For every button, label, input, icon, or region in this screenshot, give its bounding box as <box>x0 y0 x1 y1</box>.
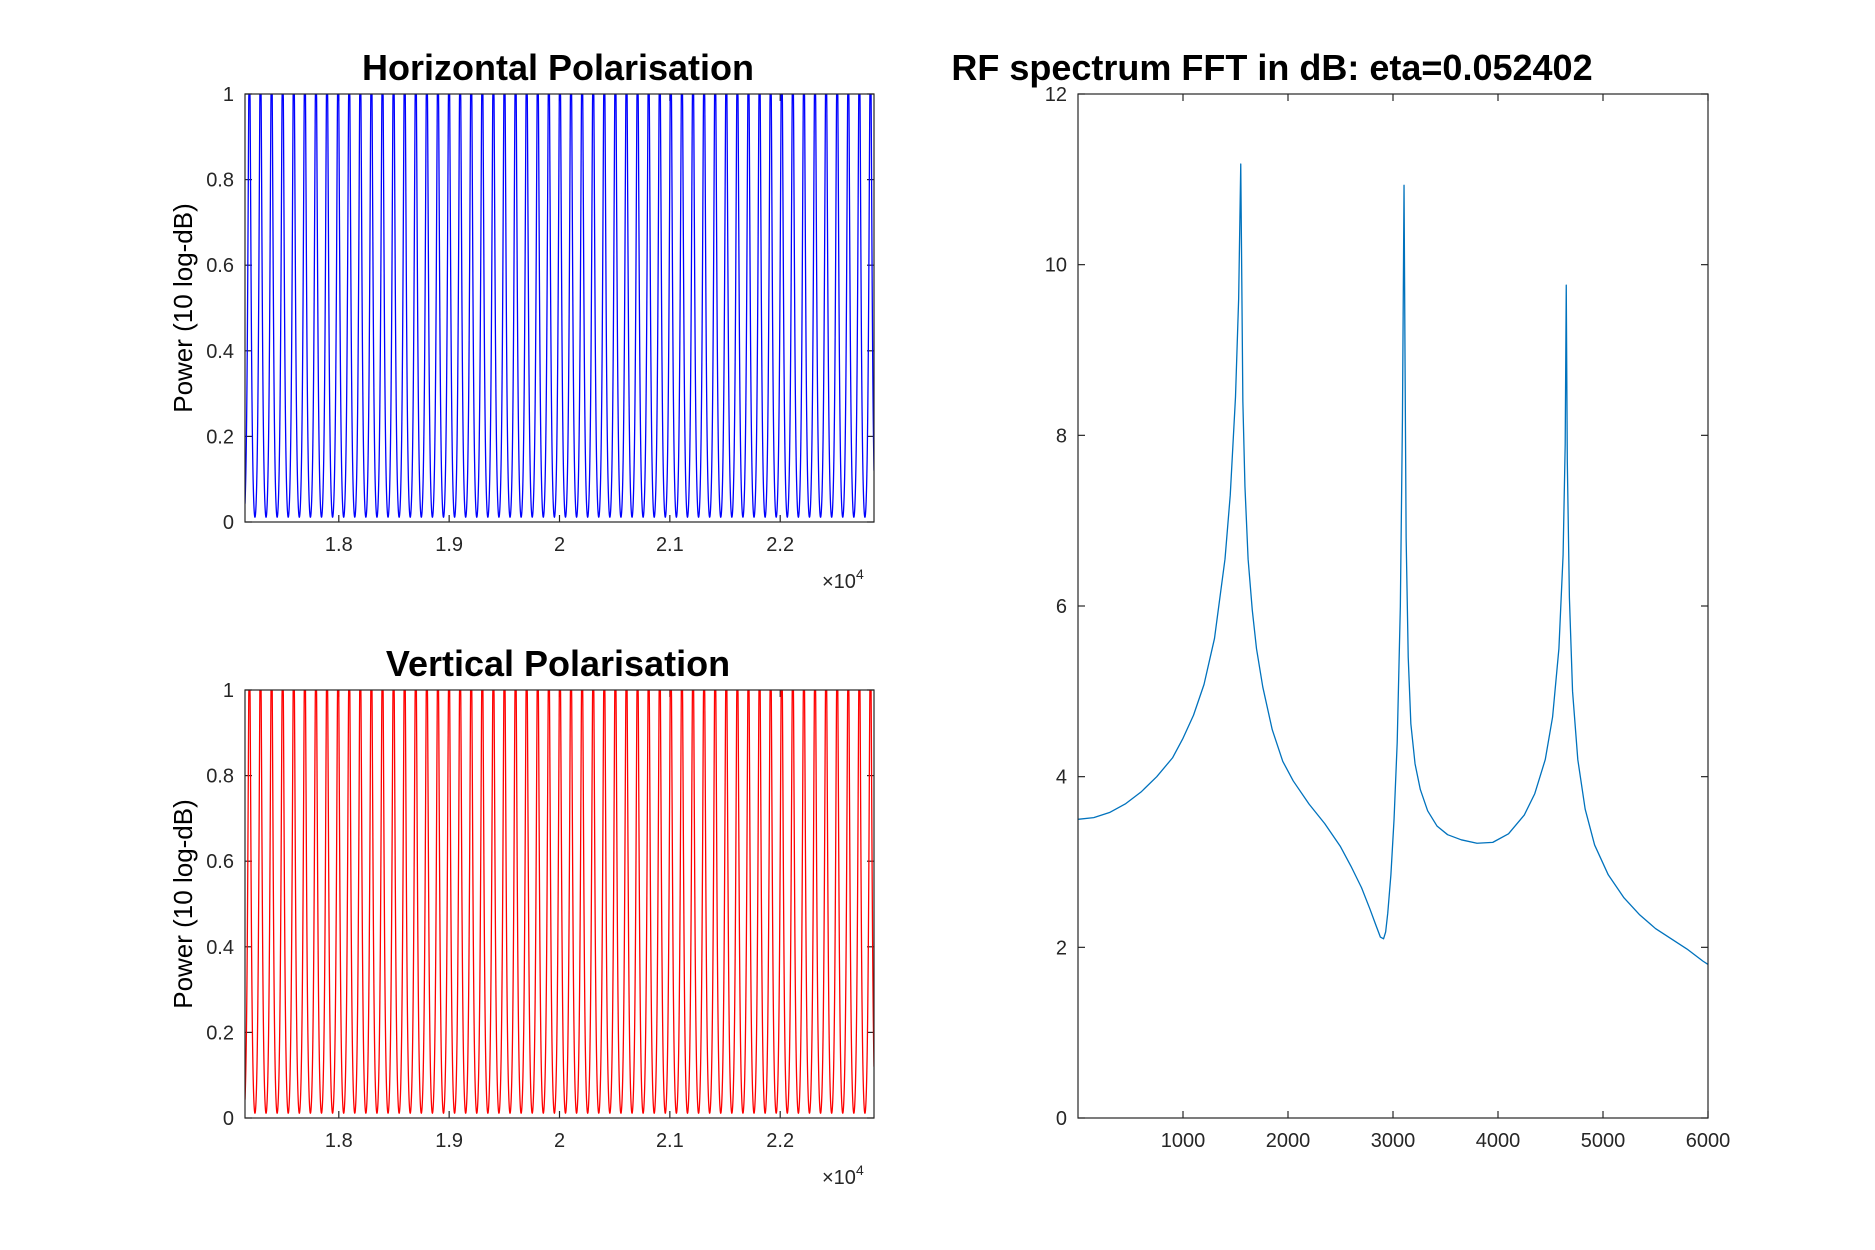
x-tick-label-horizontal: 2.2 <box>766 534 794 556</box>
chart-title-rf-spectrum: RF spectrum FFT in dB: eta=0.052402 <box>951 47 1592 88</box>
x-tick-label-rf-spectrum: 6000 <box>1686 1130 1731 1152</box>
y-axis-label-horizontal: Power (10 log-dB) <box>168 203 198 413</box>
chart-title-horizontal: Horizontal Polarisation <box>362 47 754 88</box>
y-tick-label-horizontal: 0.4 <box>206 341 234 363</box>
plot-area-vertical <box>245 690 874 1114</box>
x-tick-label-horizontal: 2.1 <box>656 534 684 556</box>
series-line-horizontal-0 <box>245 94 874 518</box>
x-tick-label-vertical: 1.8 <box>325 1130 353 1152</box>
x-exponent-power-horizontal: 4 <box>856 566 864 582</box>
x-exponent-base-vertical: ×10 <box>822 1167 856 1189</box>
y-tick-label-rf-spectrum: 12 <box>1045 84 1067 106</box>
y-tick-label-vertical: 0.8 <box>206 766 234 788</box>
y-tick-label-vertical: 1 <box>223 680 234 702</box>
x-tick-label-rf-spectrum: 3000 <box>1371 1130 1416 1152</box>
x-tick-label-vertical: 2 <box>554 1130 565 1152</box>
axis-ticks-rf-spectrum: 1000 2000 3000 4000 5000 6000 0 2 4 6 8 10 12 <box>1045 84 1731 1152</box>
y-tick-label-horizontal: 0.8 <box>206 170 234 192</box>
axes-box-rf-spectrum <box>1077 93 1709 1119</box>
x-tick-label-rf-spectrum: 2000 <box>1266 1130 1311 1152</box>
y-tick-label-rf-spectrum: 8 <box>1056 425 1067 447</box>
chart-title-vertical: Vertical Polarisation <box>386 643 730 684</box>
y-tick-label-vertical: 0.4 <box>206 937 234 959</box>
x-tick-label-vertical: 1.9 <box>435 1130 463 1152</box>
y-tick-label-rf-spectrum: 2 <box>1056 937 1067 959</box>
y-tick-label-horizontal: 0.6 <box>206 255 234 277</box>
axis-ticks-vertical: 1.8 1.9 2 2.1 2.2 0 0.2 0.4 0.6 0.8 1 <box>206 680 874 1152</box>
x-exponent-power-vertical: 4 <box>856 1162 864 1178</box>
x-tick-label-vertical: 2.2 <box>766 1130 794 1152</box>
y-tick-label-rf-spectrum: 10 <box>1045 255 1067 277</box>
y-tick-label-horizontal: 0 <box>223 512 234 534</box>
axes-box-vertical <box>244 689 875 1119</box>
subplot-vertical: Vertical Polarisation 1.8 1.9 2 2.1 2.2 0 0.2 0… <box>168 643 875 1189</box>
subplot-rf-spectrum: RF spectrum FFT in dB: eta=0.052402 1000… <box>951 47 1730 1152</box>
y-tick-label-rf-spectrum: 6 <box>1056 596 1067 618</box>
y-tick-label-rf-spectrum: 4 <box>1056 767 1067 789</box>
y-tick-label-vertical: 0.6 <box>206 851 234 873</box>
y-tick-label-vertical: 0 <box>223 1108 234 1130</box>
x-exponent-vertical: ×104 <box>822 1162 864 1189</box>
x-tick-label-vertical: 2.1 <box>656 1130 684 1152</box>
x-tick-label-horizontal: 2 <box>554 534 565 556</box>
series-line-vertical-0 <box>245 690 874 1114</box>
x-tick-label-horizontal: 1.9 <box>435 534 463 556</box>
axes-box-horizontal <box>244 93 875 523</box>
axis-ticks-horizontal: 1.8 1.9 2 2.1 2.2 0 0.2 0.4 0.6 0.8 1 <box>206 84 874 556</box>
y-tick-label-rf-spectrum: 0 <box>1056 1108 1067 1130</box>
plot-area-horizontal <box>245 94 874 518</box>
x-exponent-horizontal: ×104 <box>822 566 864 593</box>
y-axis-label-vertical: Power (10 log-dB) <box>168 799 198 1009</box>
x-tick-label-rf-spectrum: 4000 <box>1476 1130 1521 1152</box>
plot-area-rf-spectrum <box>1078 163 1708 965</box>
series-line-rf-spectrum-0 <box>1078 163 1708 965</box>
x-exponent-base-horizontal: ×10 <box>822 571 856 593</box>
y-tick-label-horizontal: 1 <box>223 84 234 106</box>
x-tick-label-rf-spectrum: 1000 <box>1161 1130 1206 1152</box>
y-tick-label-vertical: 0.2 <box>206 1022 234 1044</box>
subplot-horizontal: Horizontal Polarisation 1.8 1.9 2 2.1 2.2 0 0.… <box>168 47 875 593</box>
x-tick-label-horizontal: 1.8 <box>325 534 353 556</box>
y-tick-label-horizontal: 0.2 <box>206 426 234 448</box>
x-tick-label-rf-spectrum: 5000 <box>1581 1130 1626 1152</box>
